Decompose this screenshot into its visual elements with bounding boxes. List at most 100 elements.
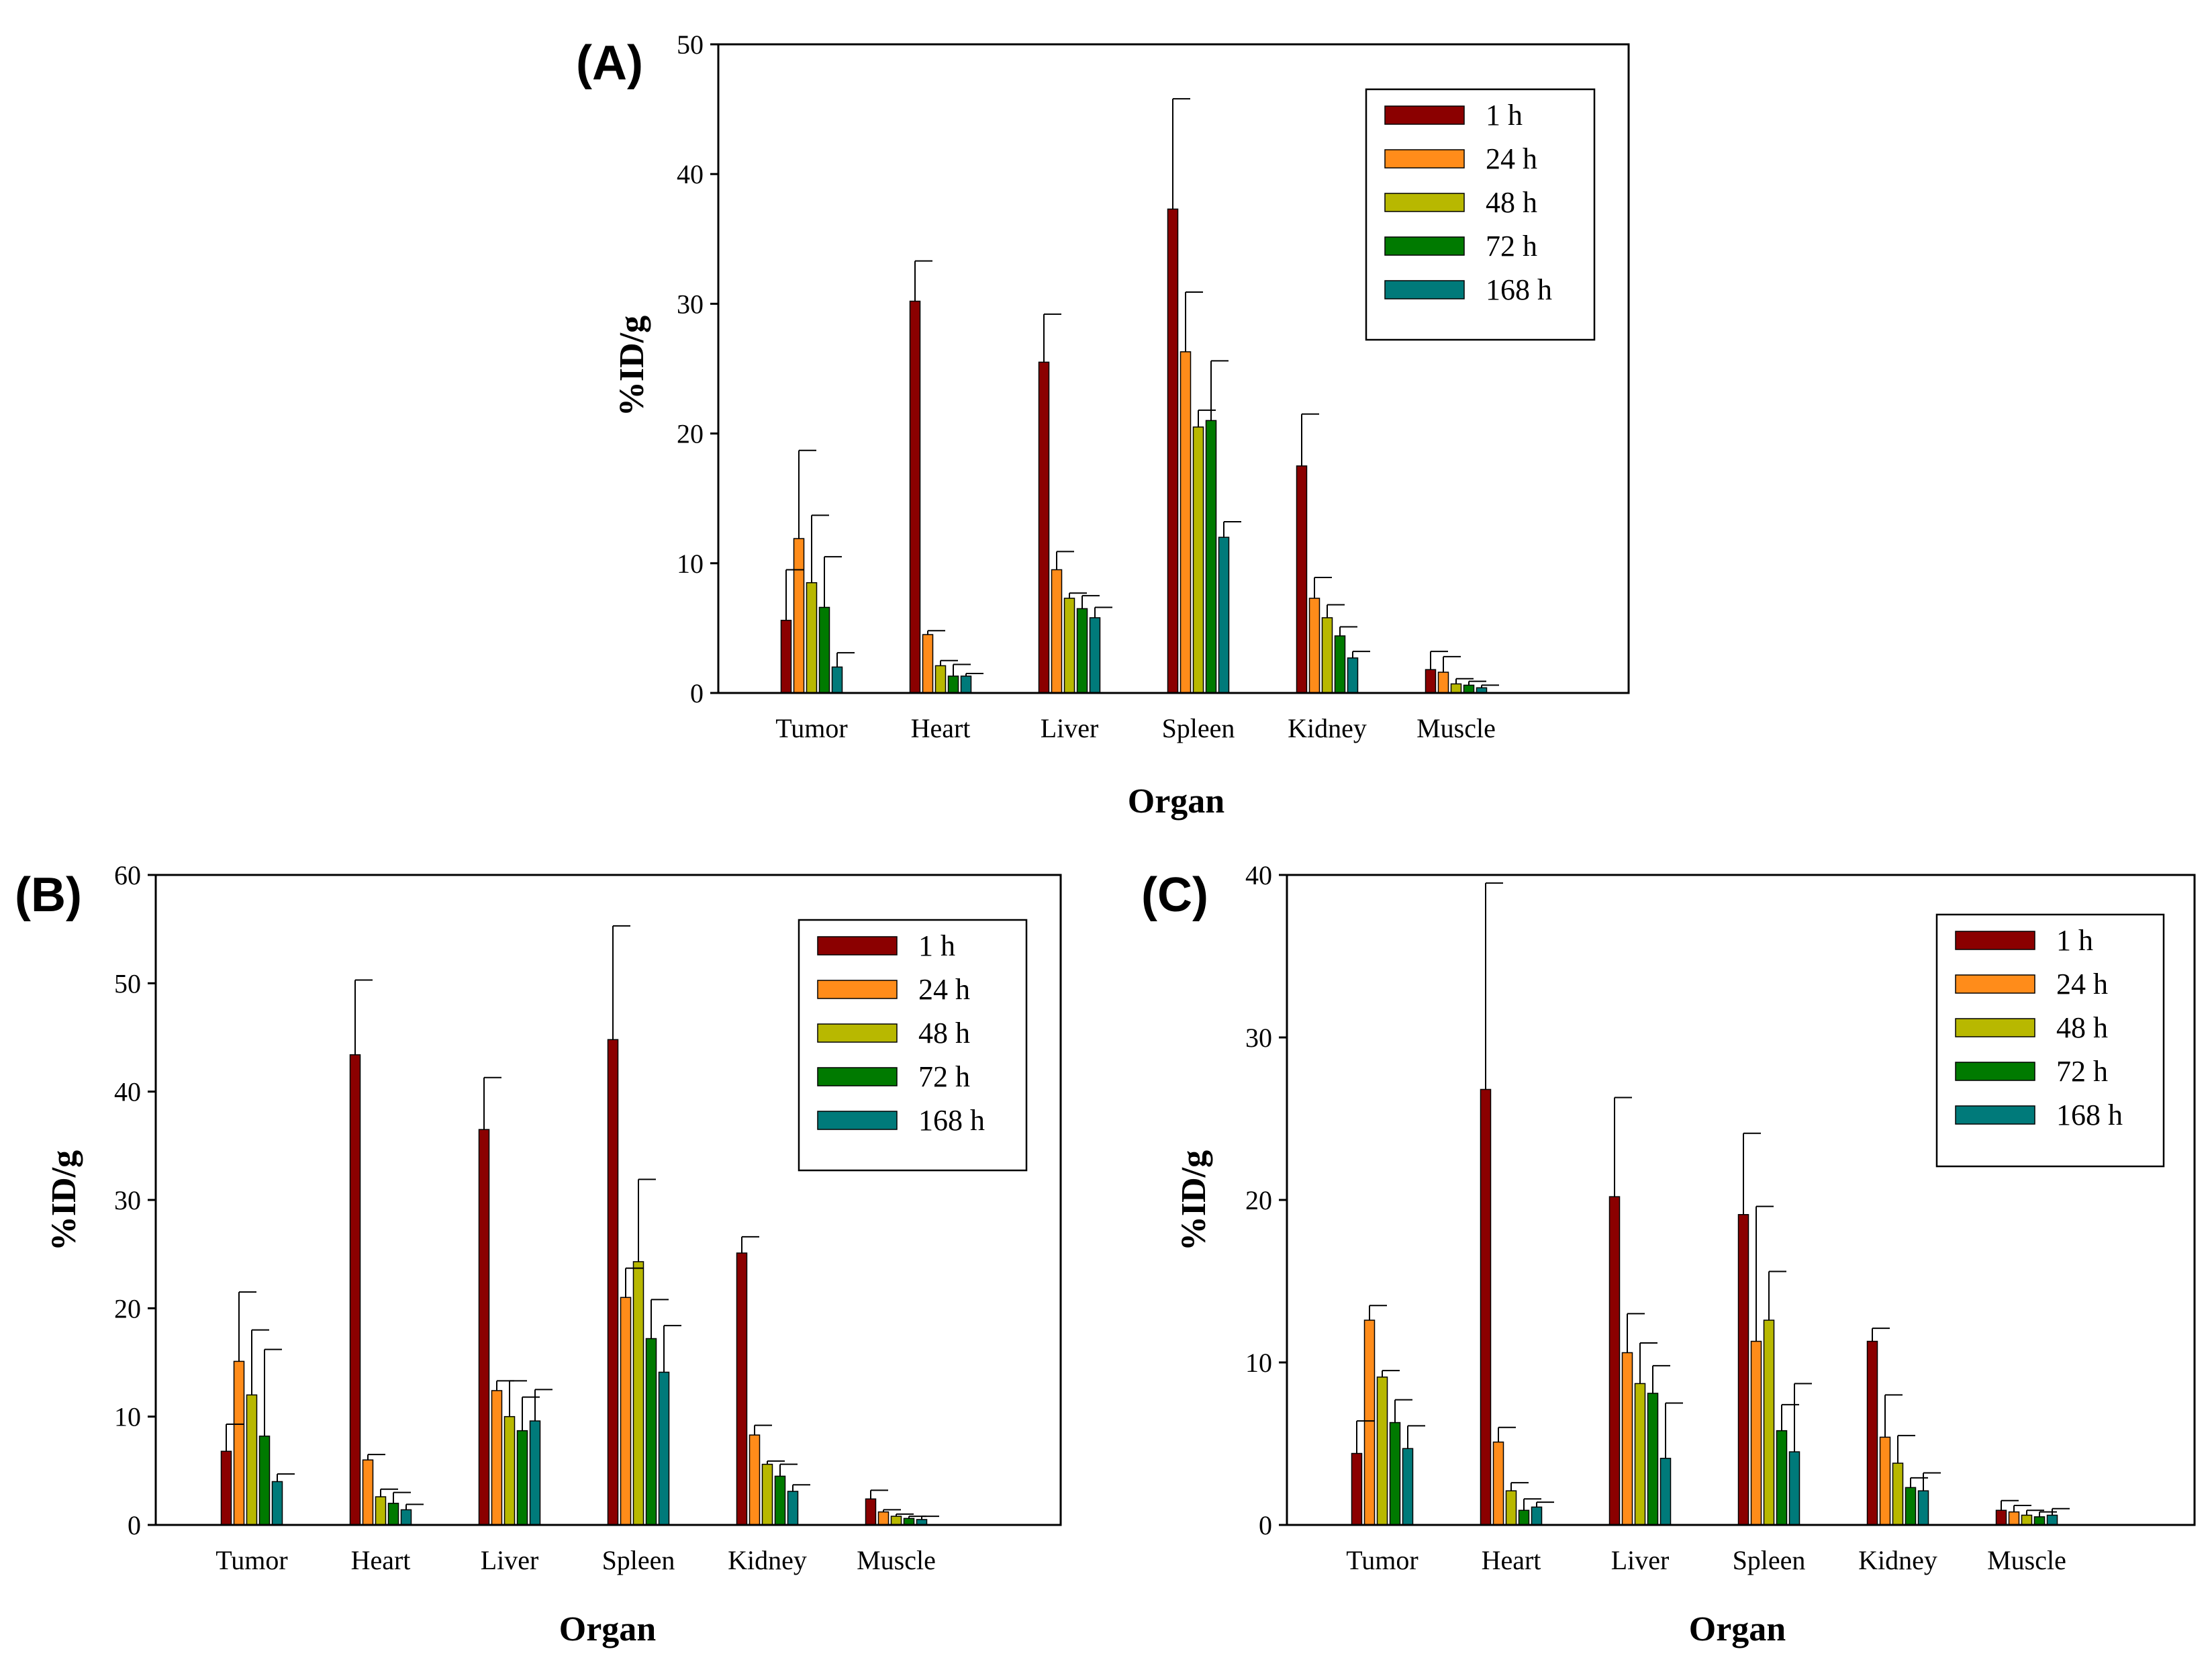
panel-a-bar-muscle-s1: [1437, 671, 1449, 694]
panel-a-x-axis: Tumor Heart Liver Spleen Kidney Muscle: [775, 713, 1496, 743]
panel-c-bar-kidney-s1: [1879, 1436, 1891, 1526]
panel-a-bar-tumor-s3: [818, 606, 830, 694]
panel-c-y-tick-label-1: 10: [1245, 1348, 1272, 1378]
panel-c-bar-heart-s1: [1492, 1441, 1504, 1526]
panel-a-bar-liver-s3: [1076, 608, 1088, 694]
panel-c-bar-spleen-s4: [1788, 1451, 1800, 1526]
panel-c-bar-tumor-s3: [1389, 1422, 1401, 1526]
panel-c-bar-liver-s2: [1634, 1383, 1646, 1526]
panel-b-legend-swatch-1: [817, 980, 898, 999]
panel-b-bar-muscle-s0: [865, 1498, 877, 1526]
panel-a-legend-swatch-1: [1384, 149, 1465, 169]
panel-c-bar-muscle-s3: [2033, 1516, 2046, 1526]
panel-c-bar-kidney-s4: [1917, 1490, 1929, 1526]
panel-c-bar-liver-s0: [1608, 1196, 1621, 1526]
panel-c-bar-kidney-s3: [1905, 1487, 1917, 1526]
panel-b-x-axis: Tumor Heart Liver Spleen Kidney Muscle: [215, 1545, 936, 1575]
panel-a-legend-swatch-0: [1384, 105, 1465, 125]
panel-c-bar-liver-s3: [1647, 1393, 1659, 1526]
panel-b-legend-swatch-4: [817, 1111, 898, 1130]
panel-c-bar-spleen-s2: [1763, 1319, 1775, 1526]
panel-b-bar-muscle-s2: [890, 1516, 902, 1526]
panel-c-legend-label-3: 72 h: [2056, 1055, 2108, 1088]
panel-b-bar-spleen-s0: [607, 1039, 619, 1526]
panel-c-legend-label-0: 1 h: [2056, 924, 2093, 957]
panel-a-bar-tumor-s2: [806, 582, 818, 694]
panel-b-legend-label-3: 72 h: [918, 1060, 970, 1093]
panel-a-bar-spleen-s1: [1180, 351, 1192, 694]
panel-b-category-label-liver: Liver: [481, 1545, 539, 1575]
panel-c-y-axis: 0 10 20 30 40: [1245, 860, 1287, 1540]
panel-c-bar-heart-s0: [1480, 1088, 1492, 1526]
panel-a-legend-swatch-3: [1384, 236, 1465, 256]
panel-c-bar-liver-s4: [1660, 1458, 1672, 1526]
panel-b-legend-label-1: 24 h: [918, 973, 970, 1006]
panel-b-bar-spleen-s2: [632, 1261, 644, 1526]
panel-a-y-axis-title: %ID/g: [613, 316, 651, 416]
panel-a-y-tick-label-1: 10: [677, 549, 704, 579]
panel-c-category-label-liver: Liver: [1611, 1545, 1670, 1575]
panel-c-bar-tumor-s2: [1376, 1377, 1388, 1526]
panel-b-bar-liver-s4: [529, 1420, 541, 1526]
panel-a-bar-kidney-s4: [1347, 657, 1359, 694]
panel-a-y-tick-label-2: 20: [677, 419, 704, 449]
panel-c-legend-swatch-2: [1955, 1018, 2035, 1037]
panel-c-category-label-spleen: Spleen: [1733, 1545, 1806, 1575]
panel-b-category-label-tumor: Tumor: [215, 1545, 287, 1575]
panel-b-y-tick-label-6: 60: [114, 860, 141, 890]
panel-c-bar-spleen-s3: [1776, 1430, 1788, 1526]
panel-a-legend-label-2: 48 h: [1486, 186, 1537, 219]
panel-a-y-tick-label-0: 0: [690, 678, 704, 708]
panel-a-bar-tumor-s0: [780, 620, 792, 694]
panel-c-legend-swatch-0: [1955, 931, 2035, 950]
panel-b-bar-kidney-s4: [787, 1491, 799, 1526]
panel-c-legend-swatch-3: [1955, 1062, 2035, 1081]
panel-b-plot-frame: [154, 874, 1062, 1526]
panel-b-legend-label-0: 1 h: [918, 929, 955, 962]
panel-b-y-tick-label-5: 50: [114, 968, 141, 998]
panel-a-bar-heart-s2: [934, 665, 947, 694]
panel-b-bar-tumor-s1: [233, 1360, 245, 1526]
panel-a-plot-frame: [717, 43, 1630, 694]
panel-c-legend-label-4: 168 h: [2056, 1099, 2123, 1131]
panel-b-bar-muscle-s1: [877, 1511, 889, 1526]
panel-a-y-tick-label-5: 50: [677, 30, 704, 60]
panel-c-bar-muscle-s1: [2008, 1511, 2020, 1526]
panel-a-legend: 1 h 24 h 48 h 72 h 168 h: [1365, 88, 1596, 341]
panel-b-y-tick-label-4: 40: [114, 1077, 141, 1107]
panel-b-bar-liver-s0: [478, 1129, 490, 1526]
panel-c-plot-frame: [1286, 874, 2196, 1526]
panel-c-bar-muscle-s4: [2046, 1514, 2058, 1526]
panel-a-bar-muscle-s0: [1425, 669, 1437, 694]
panel-a-bar-heart-s1: [922, 634, 934, 694]
panel-a-legend-label-3: 72 h: [1486, 230, 1537, 263]
panel-b-bar-heart-s4: [400, 1509, 412, 1526]
panel-b-y-tick-label-3: 30: [114, 1185, 141, 1215]
panel-b-bar-heart-s1: [362, 1459, 374, 1526]
panel-c-bar-tumor-s4: [1402, 1448, 1414, 1526]
panel-a-y-axis: 0 10 20 30 40 50: [677, 30, 718, 708]
panel-b-x-axis-title: Organ: [559, 1610, 657, 1648]
panel-c-category-label-heart: Heart: [1482, 1545, 1541, 1575]
panel-c-y-tick-label-0: 0: [1259, 1510, 1272, 1540]
panel-b-bar-tumor-s4: [271, 1481, 283, 1526]
panel-a-bar-heart-s3: [947, 676, 959, 694]
panel-a-bar-muscle-s3: [1463, 684, 1475, 694]
panel-a-category-label-heart: Heart: [911, 713, 971, 743]
panel-a-bar-kidney-s3: [1334, 635, 1346, 694]
panel-a-bar-liver-s2: [1063, 598, 1075, 694]
panel-a-category-label-muscle: Muscle: [1416, 713, 1496, 743]
panel-a-legend-label-4: 168 h: [1486, 273, 1552, 306]
panel-c-category-label-muscle: Muscle: [1987, 1545, 2066, 1575]
panel-c-legend-swatch-1: [1955, 974, 2035, 994]
panel-a-category-label-spleen: Spleen: [1162, 713, 1235, 743]
panel-a-legend-swatch-4: [1384, 280, 1465, 299]
panel-a-bar-heart-s4: [960, 676, 972, 694]
panel-a-error-bars: [785, 98, 1499, 688]
panel-a-category-label-tumor: Tumor: [775, 713, 847, 743]
panel-c-x-axis: Tumor Heart Liver Spleen Kidney Muscle: [1346, 1545, 2066, 1575]
panel-a-bar-spleen-s0: [1167, 208, 1179, 694]
panel-c-bar-kidney-s2: [1892, 1462, 1904, 1526]
panel-b-bar-heart-s3: [387, 1502, 399, 1526]
panel-b-legend-swatch-3: [817, 1067, 898, 1086]
